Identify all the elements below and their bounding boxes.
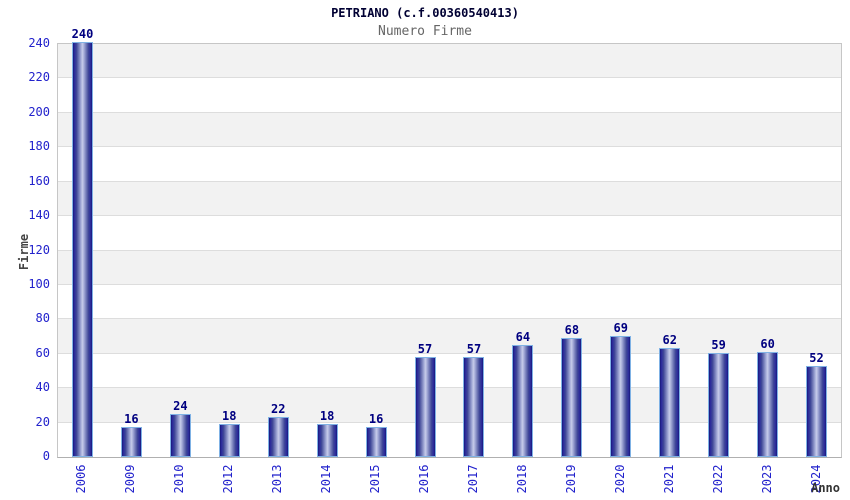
y-tick-label: 100 [28,276,50,291]
x-tick-label: 2020 [612,464,627,494]
plot-band [58,250,841,285]
plot-area: 240 16 24 18 22 18 16 57 57 64 68 69 62 59 60 52 [57,28,842,458]
x-tick-label: 2018 [514,464,529,494]
x-tick-label: 2009 [123,464,138,494]
bar-value-label: 60 [760,336,775,351]
x-tick-label: 2022 [710,464,725,494]
x-tick-label: 2017 [465,464,480,494]
x-tick-label: 2010 [172,464,187,494]
gridline [58,180,841,182]
y-tick-label: 60 [35,345,50,360]
bar-value-label: 68 [564,322,580,337]
gridline [58,215,841,217]
gridline [58,352,841,354]
x-tick-label: 2013 [270,464,285,494]
x-tick-label: 2023 [759,464,774,494]
bar-2009 [120,427,142,457]
plot-band [58,319,841,354]
bar-2014 [316,424,338,457]
gridline [58,283,841,285]
gridline [58,249,841,251]
bar-2017 [463,356,485,457]
x-axis-title: Anno [811,481,840,495]
y-tick-label: 220 [28,70,50,85]
bar-value-label: 57 [466,341,482,356]
plot-band [58,44,841,79]
bar-value-label: 57 [417,341,433,356]
bar-2018 [512,344,534,457]
bar-value-label: 18 [222,409,237,424]
y-tick-label: 120 [28,242,50,257]
y-tick-label: 20 [35,414,50,429]
bar-value-label: 59 [711,338,726,353]
bar-2023 [757,351,779,457]
plot-band [58,216,841,251]
bar-2015 [365,427,387,457]
gridline [58,387,841,389]
bar-value-label: 18 [319,409,335,424]
x-tick-label: 2014 [319,464,334,494]
bar-value-label: 16 [124,412,139,427]
gridline [58,77,841,79]
x-tick-label: 2016 [417,464,432,494]
gridline [58,146,841,148]
x-tick-label: 2006 [74,464,89,494]
bar-2010 [169,413,191,457]
plot-band [58,284,841,320]
gridline [58,318,841,320]
x-tick-label: 2019 [563,464,578,494]
chart-title: PETRIANO (c.f.00360540413) [331,6,519,20]
gridline [58,421,841,423]
gridline [58,111,841,113]
bar-value-label: 24 [173,398,188,413]
y-tick-label: 240 [28,36,50,50]
bar-value-label: 240 [71,27,94,41]
plot-band [58,78,841,113]
x-tick-label: 2012 [221,464,236,494]
bar-value-label: 22 [270,402,286,417]
plot-band [58,112,841,148]
plot-band [58,181,841,217]
bar-value-label: 16 [368,412,384,427]
bar-2016 [414,356,436,457]
y-tick-label: 180 [28,139,50,154]
y-tick-label: 40 [35,380,50,395]
x-tick-label: 2021 [661,464,676,494]
x-tick-label: 2015 [368,464,383,494]
y-tick-label: 140 [28,208,50,223]
chart-subtitle: Numero Firme [378,24,472,39]
bar-value-label: 69 [613,321,629,336]
bar-2006 [71,42,93,457]
bar-value-label: 62 [662,333,677,348]
y-tick-label: 0 [42,449,50,463]
y-tick-label: 160 [28,173,50,188]
bar-2019 [561,337,583,457]
bar-2012 [218,424,240,457]
bar-2013 [267,417,289,457]
plot-band [58,147,841,182]
y-tick-label: 80 [35,311,50,326]
bar-value-label: 64 [515,329,531,344]
bar-2020 [610,336,632,457]
bar-2022 [708,353,730,457]
y-tick-label: 200 [28,104,50,119]
bar-2021 [659,348,681,457]
bar-value-label: 52 [809,350,824,365]
bar-2024 [806,365,828,457]
